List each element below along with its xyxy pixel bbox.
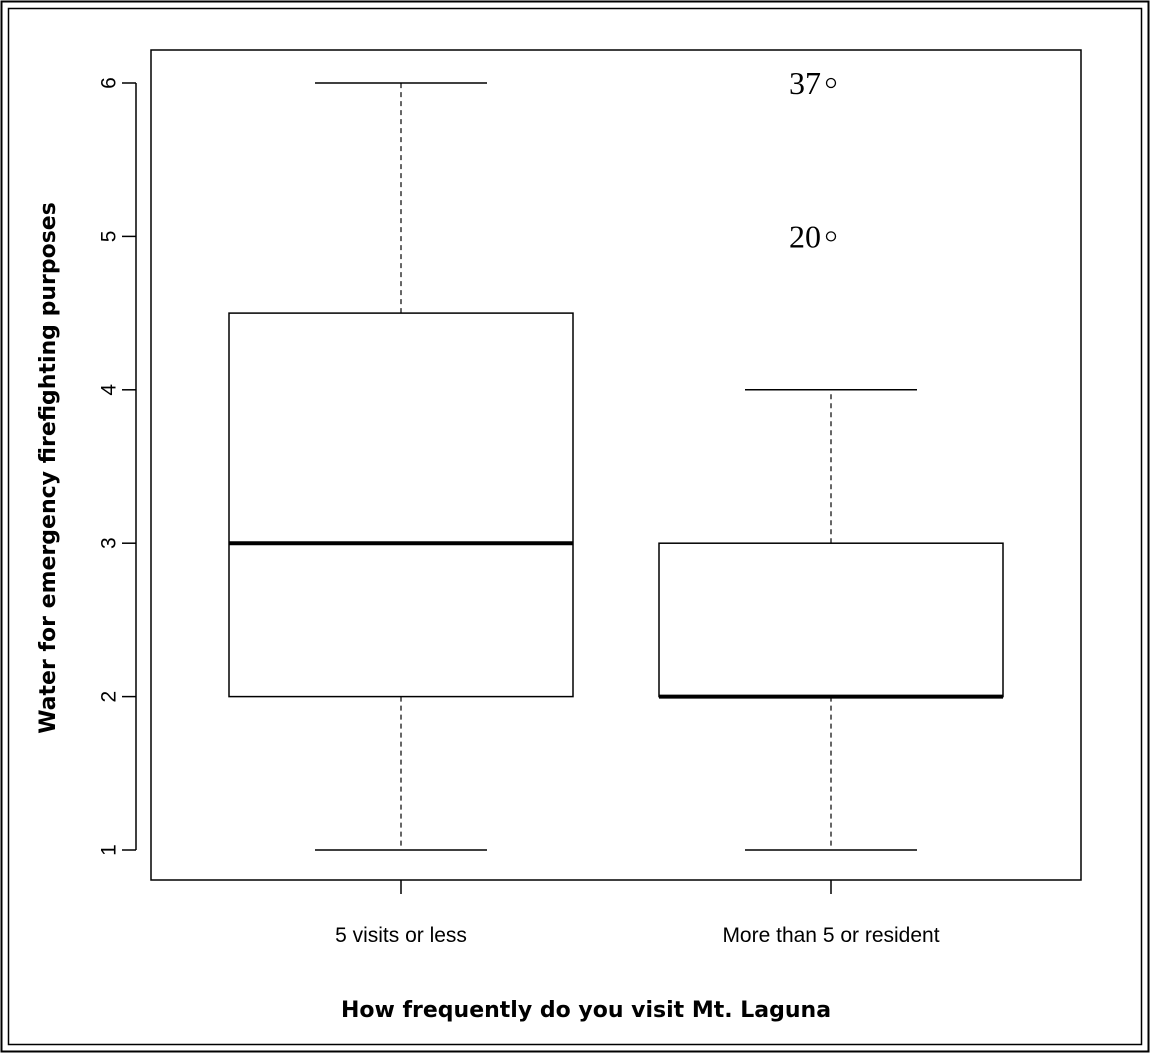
x-tick-label: More than 5 or resident xyxy=(722,924,939,947)
plot-area xyxy=(150,49,1082,881)
outlier-point xyxy=(825,77,837,89)
box-iqr xyxy=(658,542,1004,698)
y-tick-label: 2 xyxy=(97,691,120,703)
y-tick-label: 6 xyxy=(97,77,120,89)
box-iqr xyxy=(228,312,574,698)
y-tick-label: 3 xyxy=(97,537,120,549)
y-tick-label: 4 xyxy=(97,384,120,396)
outlier-point xyxy=(825,231,837,242)
outlier-label: 37 xyxy=(789,65,821,101)
boxes: 37 20 xyxy=(228,65,1004,851)
y-axis: 1 2 3 4 5 6 xyxy=(97,77,137,856)
outlier-label: 20 xyxy=(789,218,821,254)
y-tick-label: 5 xyxy=(97,231,120,243)
y-axis-title: Water for emergency firefighting purpose… xyxy=(36,202,61,734)
inner-border xyxy=(7,7,1143,1046)
x-axis: 5 visits or less More than 5 or resident xyxy=(335,880,940,947)
y-tick-label: 1 xyxy=(97,844,120,856)
x-axis-title: How frequently do you visit Mt. Laguna xyxy=(341,998,831,1023)
x-tick-label: 5 visits or less xyxy=(335,924,467,947)
